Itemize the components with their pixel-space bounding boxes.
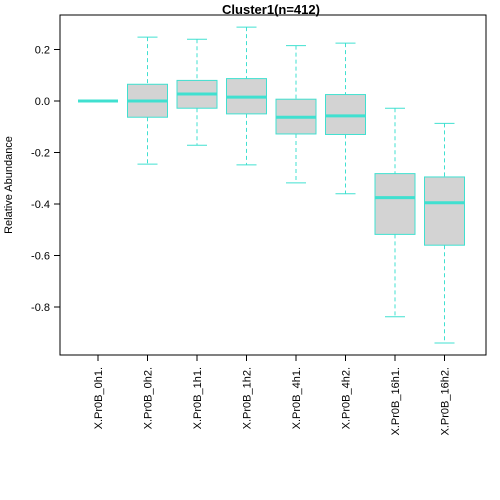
y-axis: 0.2 0.0 -0.2 -0.4 -0.6 -0.8 (31, 45, 61, 314)
box-4 (226, 26, 267, 166)
y-tick-label: 0.2 (35, 45, 50, 57)
x-tick-label: X.Pr0B_4h2. (341, 367, 353, 429)
plot-frame (59, 14, 487, 356)
x-tick-label: X.Pr0B_1h1. (192, 367, 204, 429)
boxes-layer (78, 26, 465, 344)
chart-title: Cluster1(n=412) (222, 2, 320, 17)
y-tick-label: -0.8 (31, 302, 50, 314)
box-6 (325, 42, 366, 195)
y-tick-label: 0.0 (35, 96, 50, 108)
box-5 (275, 45, 317, 184)
y-tick-label: -0.6 (31, 251, 50, 263)
x-tick-label: X.Pr0B_0h1. (93, 367, 105, 429)
y-tick-label: -0.4 (31, 199, 50, 211)
box-7 (374, 107, 416, 318)
box-body (424, 176, 465, 246)
box-body (374, 173, 416, 235)
x-tick-label: X.Pr0B_0h2. (143, 367, 155, 429)
x-tick-label: X.Pr0B_4h1. (291, 367, 303, 429)
box-2 (127, 36, 168, 165)
box-3 (176, 38, 218, 146)
x-axis: X.Pr0B_0h1. X.Pr0B_0h2. X.Pr0B_1h1. X.Pr0B_… (93, 354, 452, 436)
y-tick-label: -0.2 (31, 148, 50, 160)
box-8 (424, 122, 465, 344)
x-tick-label: X.Pr0B_16h1. (390, 367, 402, 436)
x-tick-label: X.Pr0B_1h2. (242, 367, 254, 429)
x-tick-label: X.Pr0B_16h2. (440, 367, 452, 436)
y-axis-label: Relative Abundance (3, 136, 15, 234)
